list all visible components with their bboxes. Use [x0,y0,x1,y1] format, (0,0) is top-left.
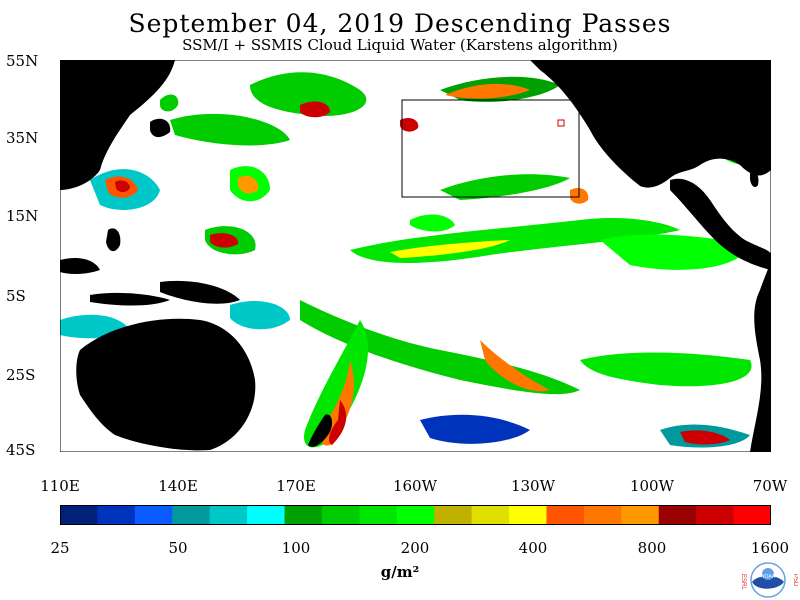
page-subtitle: SSM/I + SSMIS Cloud Liquid Water (Karste… [182,36,618,54]
page-title: September 04, 2019 Descending Passes [128,9,672,38]
colorbar-segment [509,505,547,525]
colorbar-segment [546,505,585,525]
lon-label-170e: 170E [276,477,316,495]
colorbar-label-200: 200 [400,539,430,557]
region-box [401,99,580,198]
small-marker-box [557,119,565,127]
colorbar-segment [583,505,622,525]
colorbar-segment [321,505,360,525]
cloud-liquid-water-map [60,60,771,452]
logo-left-letters: ESRL [740,574,746,590]
lon-label-70w: 70W [752,477,788,495]
colorbar [60,505,771,525]
lat-label-45s: 45S [6,441,36,459]
logo-right-letters: PSD [792,574,798,587]
lon-label-160w: 160W [392,477,438,495]
colorbar-segment [284,505,323,525]
colorbar-segment [359,505,398,525]
colorbar-label-100: 100 [281,539,311,557]
colorbar-segment [172,505,211,525]
lat-label-15n: 15N [6,207,39,225]
lat-label-55n: 55N [6,52,39,70]
colorbar-segment [60,505,98,525]
colorbar-segment [696,505,735,525]
colorbar-label-400: 400 [518,539,548,557]
land-mask-layer [60,60,771,452]
lon-label-110e: 110E [40,477,80,495]
colorbar-segment [621,505,660,525]
colorbar-segment [733,505,771,525]
colorbar-unit: g/m² [380,563,420,581]
colorbar-label-1600: 1600 [750,539,790,557]
colorbar-segment [97,505,136,525]
logo-center-text: NOAA [761,574,776,580]
lon-label-140e: 140E [158,477,198,495]
colorbar-segment [658,505,697,525]
colorbar-segment [396,505,435,525]
colorbar-label-800: 800 [637,539,667,557]
lat-label-35n: 35N [6,129,39,147]
colorbar-segment [471,505,510,525]
lat-label-25s: 25S [6,366,36,384]
lat-label-5s: 5S [6,287,26,305]
colorbar-segment [134,505,173,525]
colorbar-segment [209,505,248,525]
lon-label-100w: 100W [629,477,675,495]
lon-label-130w: 130W [510,477,556,495]
colorbar-segment [247,505,286,525]
colorbar-label-25: 25 [50,539,70,557]
colorbar-segment [434,505,473,525]
noaa-esrl-psd-logo: NOAA ESRL PSD [740,562,798,598]
colorbar-label-50: 50 [168,539,188,557]
